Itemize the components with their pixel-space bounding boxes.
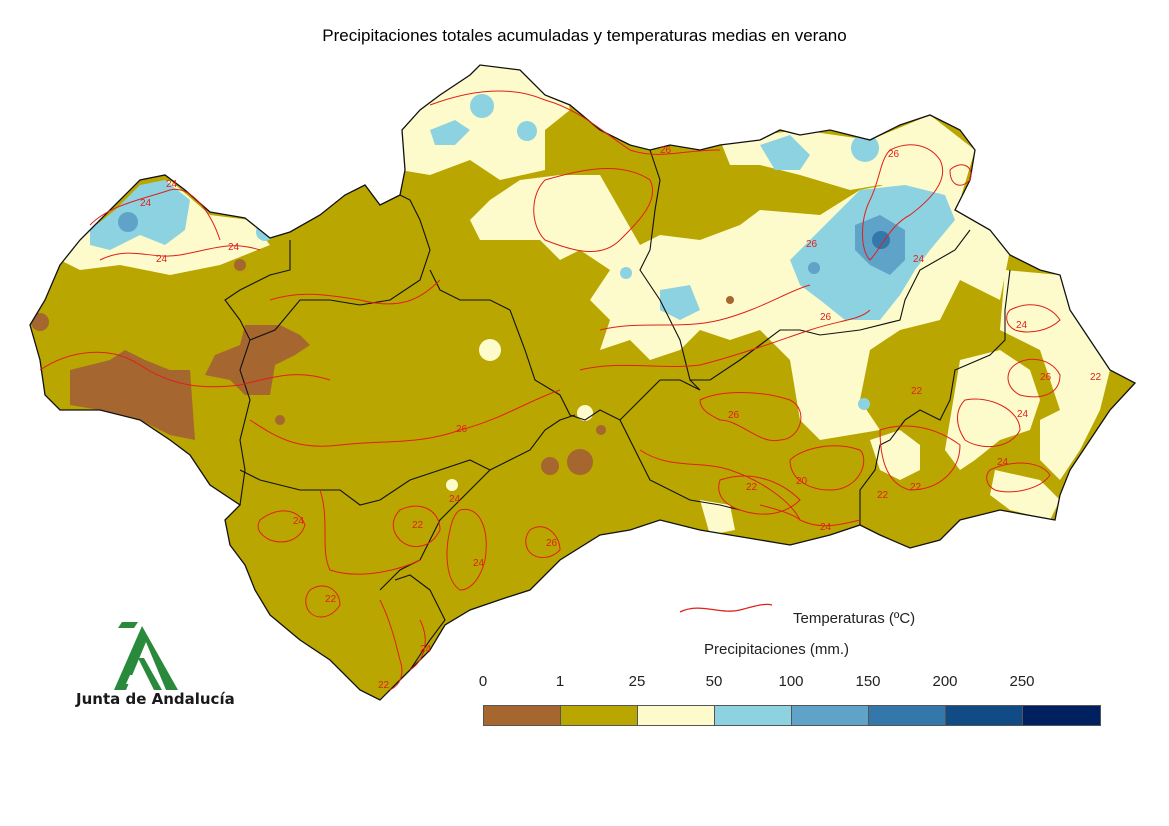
contour-label: 24 [1017,409,1029,420]
contour-label: 24 [156,254,168,265]
contour-label: 26 [546,538,558,549]
contour-label: 22 [911,386,923,397]
contour-label: 24 [449,494,461,505]
contour-label: 22 [910,482,922,493]
contour-label: 26 [888,149,900,160]
contour-label: 24 [166,179,178,190]
legend-tick: 150 [855,673,881,690]
contour-label: 26 [1040,372,1052,383]
contour-label: 26 [806,239,818,250]
legend-tick: 1 [555,673,565,690]
legend-tick: 25 [628,673,646,690]
contour-label: 26 [728,410,740,421]
map-title: Precipitaciones totales acumuladas y tem… [322,26,847,45]
contour-label: 24 [1016,320,1028,331]
contour-label: 24 [473,558,485,569]
logo-text: Junta de Andalucía [76,690,235,708]
legend-swatch [715,706,792,725]
contour-label: 24 [293,516,305,527]
junta-andalucia-logo-icon [114,622,178,690]
contour-label: 22 [1090,372,1102,383]
contour-label: 22 [412,520,424,531]
contour-label: 22 [378,680,390,691]
temperature-legend-label: Temperaturas (ºC) [793,610,916,627]
contour-label: 24 [420,644,432,655]
legend-tick: 250 [1009,673,1035,690]
contour-label: 24 [140,198,152,209]
contour-label: 26 [820,312,832,323]
contour-label: 24 [997,457,1009,468]
precipitation-legend-bar [483,705,1101,726]
contour-label: 24 [820,522,832,533]
temperature-legend-line [679,603,773,613]
legend-tick: 200 [932,673,958,690]
precipitation-legend-ticks: 0 1 25 50 100 150 200 250 [479,673,1103,693]
legend-tick: 50 [705,673,723,690]
legend-swatch [561,706,638,725]
legend-swatch [1023,706,1100,725]
precipitation-legend-title: Precipitaciones (mm.) [704,641,850,658]
contour-label: 26 [456,424,468,435]
contour-label: 24 [228,242,240,253]
contour-label: 26 [660,145,672,156]
legend-tick: 100 [778,673,804,690]
legend-swatch [484,706,561,725]
contour-label: 20 [796,476,808,487]
contour-label: 24 [913,254,925,265]
contour-label: 22 [325,594,337,605]
legend-swatch [638,706,715,725]
legend-tick: 0 [478,673,488,690]
legend-swatch [792,706,869,725]
contour-label: 22 [746,482,758,493]
legend-swatch [946,706,1023,725]
contour-label: 22 [877,490,889,501]
legend-swatch [869,706,946,725]
